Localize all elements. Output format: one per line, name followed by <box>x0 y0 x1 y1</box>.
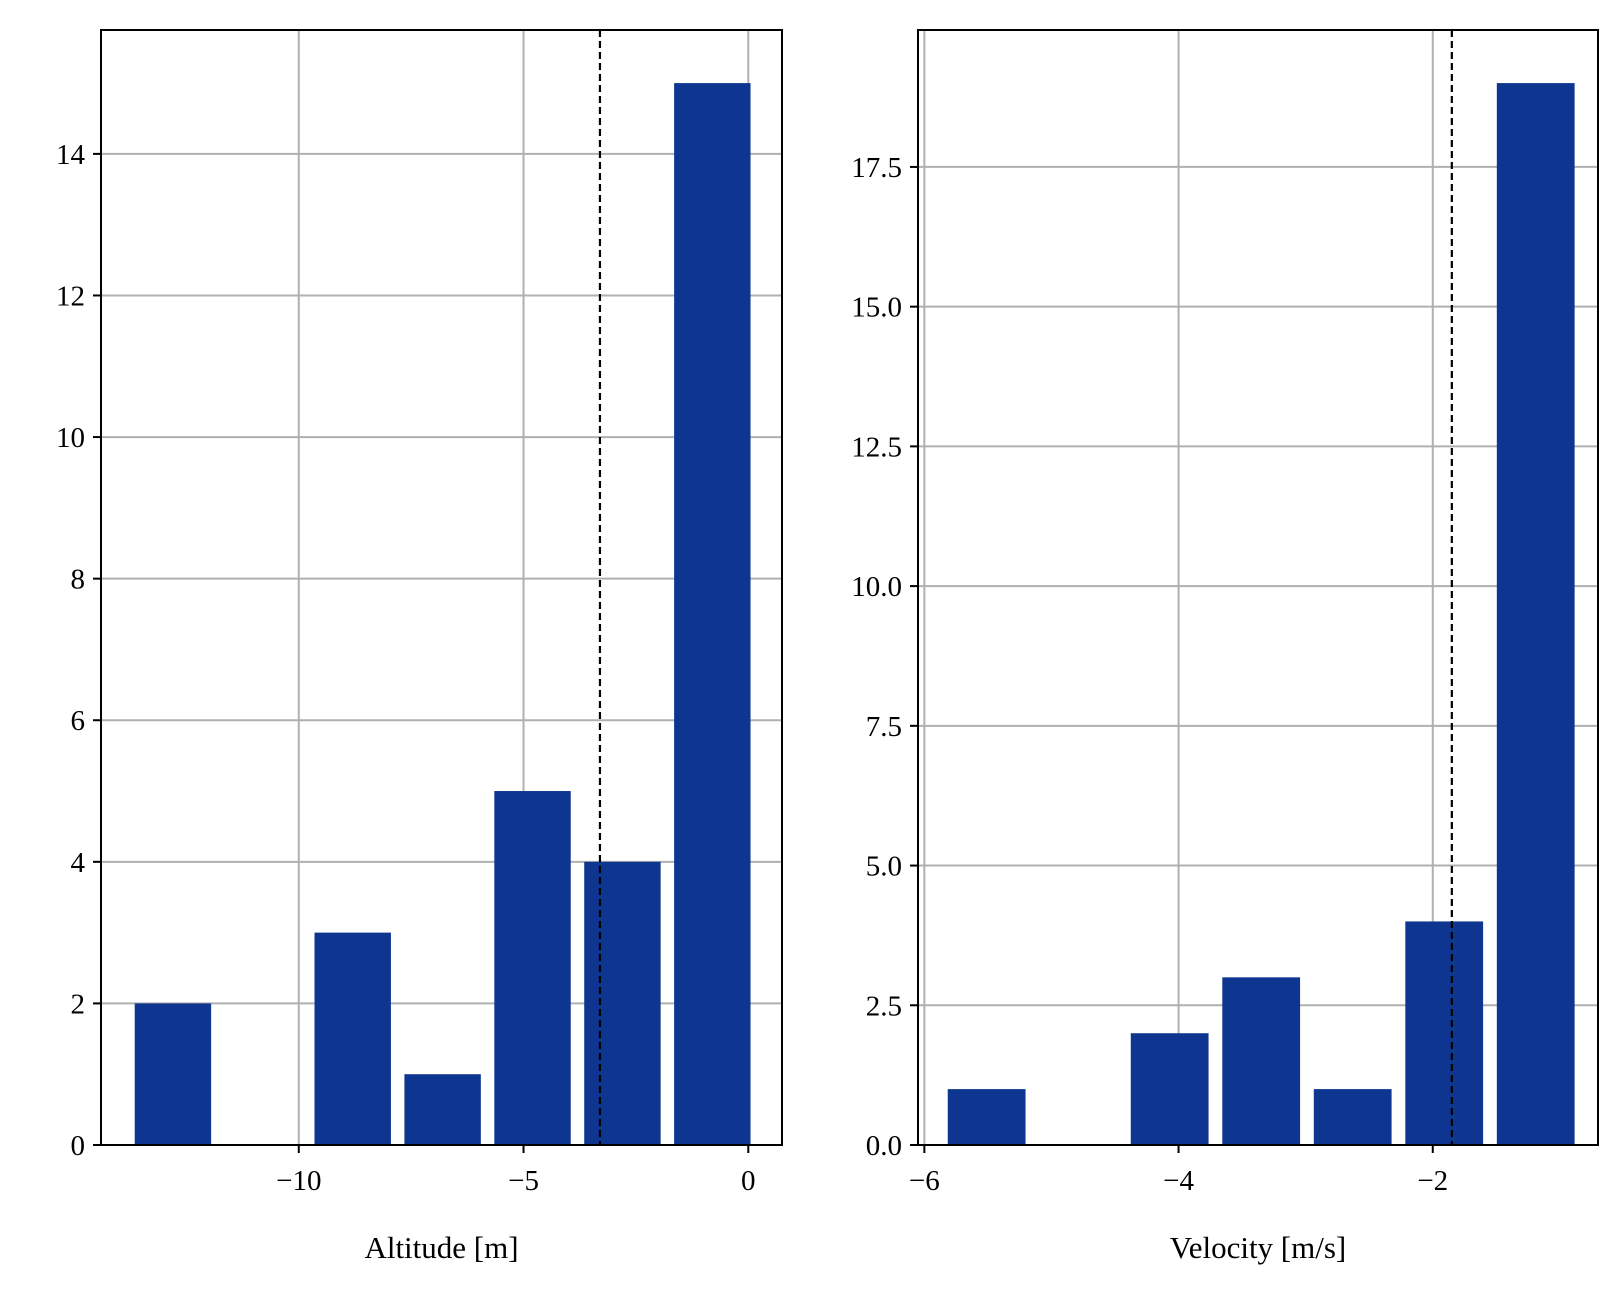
altitude-axes-frame <box>100 29 783 1146</box>
velocity-y-tick-label: 7.5 <box>866 711 902 743</box>
altitude-y-tick-label: 14 <box>56 139 86 171</box>
velocity-y-tick-label: 5.0 <box>866 851 902 883</box>
altitude-bar <box>314 932 391 1145</box>
velocity-y-tick-label: 10.0 <box>851 571 902 603</box>
velocity-x-axis-label: Velocity [m/s] <box>1170 1230 1347 1265</box>
altitude-histogram-panel: −10 −5 0 0 2 4 6 8 10 12 14 Altitude [m] <box>56 29 783 1265</box>
velocity-x-tick-label: −4 <box>1163 1165 1194 1197</box>
altitude-x-tick-label: −10 <box>276 1165 321 1197</box>
altitude-y-tick-label: 10 <box>56 422 85 454</box>
velocity-bars <box>947 83 1575 1146</box>
altitude-x-tick-label: −5 <box>508 1165 539 1197</box>
velocity-bar <box>947 1089 1026 1145</box>
altitude-y-tick-label: 2 <box>71 988 86 1020</box>
altitude-x-axis-label: Altitude [m] <box>364 1230 518 1265</box>
velocity-axes-frame <box>917 29 1599 1146</box>
altitude-bar <box>134 1003 212 1145</box>
velocity-bar <box>1222 977 1301 1145</box>
velocity-bar <box>1313 1089 1392 1145</box>
altitude-y-tick-label: 6 <box>71 705 86 737</box>
velocity-bar <box>1405 921 1484 1145</box>
altitude-y-tick-label: 4 <box>71 847 86 879</box>
velocity-x-tick-label: −2 <box>1417 1165 1448 1197</box>
velocity-y-tick-label: 17.5 <box>851 152 902 184</box>
altitude-y-tick-label: 0 <box>71 1130 86 1162</box>
altitude-bar <box>584 861 661 1145</box>
altitude-x-tick-label: 0 <box>741 1165 756 1197</box>
velocity-bar <box>1496 83 1575 1146</box>
velocity-bar <box>1130 1033 1209 1145</box>
velocity-y-tick-label: 15.0 <box>851 292 902 324</box>
velocity-histogram-panel: −6 −4 −2 0.0 2.5 5.0 7.5 10.0 12.5 15.0 17.5 Veloci… <box>851 29 1599 1265</box>
altitude-bar <box>674 83 751 1146</box>
altitude-bars <box>134 83 751 1146</box>
altitude-bar <box>494 791 571 1145</box>
altitude-bar <box>404 1074 481 1145</box>
velocity-y-tick-label: 12.5 <box>851 431 902 463</box>
altitude-y-tick-label: 12 <box>56 280 85 312</box>
velocity-y-tick-label: 2.5 <box>866 990 902 1022</box>
velocity-x-tick-label: −6 <box>909 1165 940 1197</box>
altitude-y-tick-label: 8 <box>71 564 86 596</box>
velocity-y-tick-label: 0.0 <box>866 1130 902 1162</box>
